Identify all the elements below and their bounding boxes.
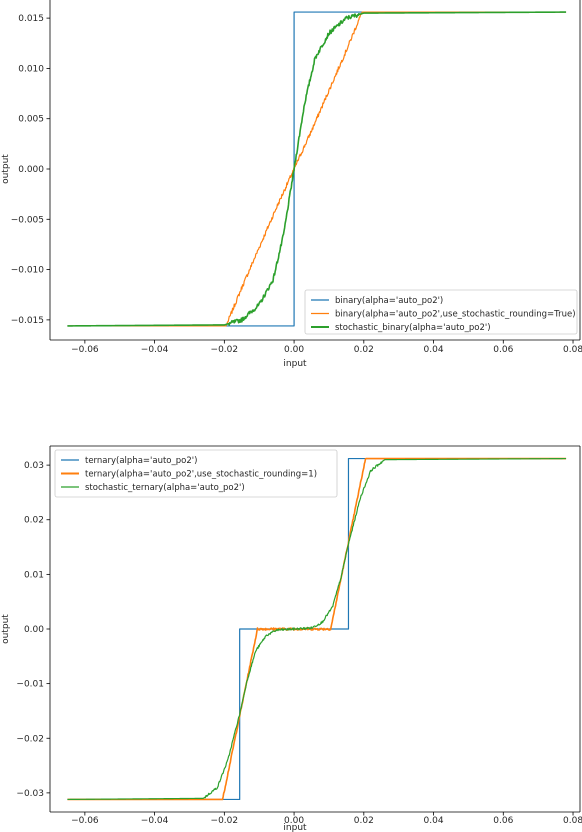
legend-entry: binary(alpha='auto_po2') [335,296,443,306]
legend-entry: ternary(alpha='auto_po2') [85,456,197,466]
x-tick-label: −0.02 [211,816,239,826]
chart-2: −0.06 −0.04 −0.02 0.00 0.02 0.04 0.06 0.08 −0.03… [1,445,582,832]
x-tick-label: −0.04 [141,816,169,826]
x-tick-label: 0.00 [284,345,304,355]
legend-entry: binary(alpha='auto_po2',use_stochastic_r… [335,310,576,320]
series-line-1 [67,11,567,327]
x-tick-label: 0.04 [424,816,444,826]
y-tick-label: −0.02 [16,734,44,744]
x-tick-label: 0.08 [563,345,582,355]
x-tick-label: −0.04 [141,345,169,355]
y-tick-label: 0.015 [18,14,44,24]
x-tick-label: 0.06 [493,345,513,355]
x-tick-label: −0.02 [211,345,239,355]
y-axis-label: output [1,614,11,644]
y-axis-label: output [1,154,11,184]
x-tick-label: 0.06 [493,816,513,826]
x-tick-label: 0.04 [424,345,444,355]
legend-box [304,289,578,335]
y-tick-label: 0.02 [24,516,44,526]
legend-entry: stochastic_ternary(alpha='auto_po2') [85,483,245,493]
chart-1: −0.06 −0.04 −0.02 0.00 0.02 0.04 0.06 0.08 −0.01… [1,0,582,369]
x-tick-label: 0.02 [354,345,374,355]
x-axis-label: input [283,359,307,369]
legend-box [54,449,338,498]
x-tick-label: −0.06 [71,816,99,826]
x-tick-label: 0.00 [284,816,304,826]
x-axis-label: input [283,823,307,832]
y-tick-label: −0.005 [11,215,44,225]
y-tick-label: 0.005 [18,115,44,125]
series-line-2 [67,11,567,327]
y-tick-label: 0.010 [18,64,44,74]
y-tick-label: 0.00 [24,625,44,635]
y-tick-label: −0.03 [16,789,44,799]
legend-entry: stochastic_binary(alpha='auto_po2') [335,323,491,333]
y-tick-label: 0.03 [24,461,44,471]
series-line-3 [67,457,567,801]
y-tick-label: 0.01 [24,570,44,580]
series-line-3 [67,11,567,327]
y-tick-label: −0.010 [11,266,45,276]
y-tick-label: 0.000 [18,165,44,175]
legend-entry: ternary(alpha='auto_po2',use_stochastic_… [85,470,317,480]
y-tick-label: −0.01 [16,680,44,690]
x-tick-label: 0.02 [354,816,374,826]
series-line-2 [67,457,567,801]
x-tick-label: 0.08 [563,816,582,826]
x-tick-label: −0.06 [71,345,99,355]
y-tick-label: −0.015 [11,316,44,326]
